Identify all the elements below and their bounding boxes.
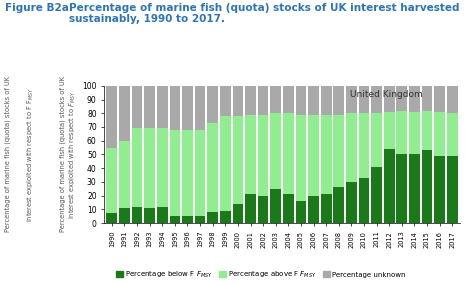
Bar <box>333 115 344 187</box>
Bar <box>359 86 369 113</box>
Bar <box>396 154 407 223</box>
Bar <box>447 113 457 156</box>
Bar <box>195 86 205 130</box>
Bar <box>359 178 369 223</box>
Bar <box>220 86 231 116</box>
Bar <box>258 86 268 115</box>
Bar <box>283 86 294 113</box>
Bar <box>409 154 420 223</box>
Bar <box>447 86 457 113</box>
Bar <box>132 206 142 223</box>
Text: Percentage of marine fish (quota) stocks of UK: Percentage of marine fish (quota) stocks… <box>5 76 11 233</box>
Bar <box>258 196 268 223</box>
Bar <box>422 150 432 223</box>
Bar <box>434 112 445 156</box>
Bar <box>170 86 180 130</box>
Bar <box>321 194 331 223</box>
Bar <box>434 86 445 112</box>
Bar <box>170 130 180 216</box>
Bar <box>207 212 218 223</box>
Bar <box>296 86 306 115</box>
Bar <box>396 86 407 110</box>
Bar <box>283 194 294 223</box>
Bar <box>346 113 357 182</box>
Bar <box>245 115 256 194</box>
Bar <box>333 86 344 115</box>
Bar <box>144 86 155 128</box>
Bar <box>270 189 281 223</box>
Bar <box>132 86 142 128</box>
Legend: Percentage below F $F_{MSY}$, Percentage above F $F_{MSY}$, Percentage unknown: Percentage below F $F_{MSY}$, Percentage… <box>113 267 409 283</box>
Bar <box>119 208 130 223</box>
Bar <box>384 149 394 223</box>
Bar <box>422 86 432 110</box>
Bar <box>371 167 382 223</box>
Bar <box>296 115 306 201</box>
Bar <box>119 141 130 208</box>
Bar <box>409 112 420 154</box>
Text: United Kingdom: United Kingdom <box>349 90 422 99</box>
Y-axis label: Percentage of marine fish (quota) stocks of UK
interest exploited with respect t: Percentage of marine fish (quota) stocks… <box>60 76 78 233</box>
Bar <box>270 113 281 189</box>
Bar <box>308 196 319 223</box>
Bar <box>195 130 205 216</box>
Bar <box>157 86 168 128</box>
Bar <box>107 148 117 213</box>
Bar <box>308 115 319 196</box>
Bar <box>157 128 168 206</box>
Bar <box>359 113 369 178</box>
Text: Percentage of marine fish (quota) stocks of UK interest harvested
sustainably, 1: Percentage of marine fish (quota) stocks… <box>69 3 459 25</box>
Bar <box>220 116 231 211</box>
Bar <box>409 86 420 112</box>
Bar <box>258 115 268 196</box>
Bar <box>233 204 243 223</box>
Bar <box>182 130 193 216</box>
Bar <box>207 86 218 123</box>
Bar <box>371 113 382 167</box>
Bar <box>384 86 394 112</box>
Bar <box>270 86 281 113</box>
Bar <box>321 86 331 115</box>
Bar <box>308 86 319 115</box>
Bar <box>182 86 193 130</box>
Bar <box>396 110 407 154</box>
Bar <box>333 187 344 223</box>
Bar <box>447 156 457 223</box>
Bar <box>107 213 117 223</box>
Bar <box>245 86 256 115</box>
Bar <box>296 201 306 223</box>
Bar <box>107 86 117 148</box>
Bar <box>371 86 382 113</box>
Bar <box>157 206 168 223</box>
Bar <box>207 123 218 212</box>
Bar <box>434 156 445 223</box>
Bar <box>321 115 331 194</box>
Bar <box>283 113 294 194</box>
Bar <box>144 208 155 223</box>
Bar <box>384 112 394 149</box>
Bar <box>170 216 180 223</box>
Bar <box>346 182 357 223</box>
Bar <box>119 86 130 141</box>
Bar <box>132 128 142 206</box>
Bar <box>245 194 256 223</box>
Bar <box>233 86 243 116</box>
Text: interest exploited with respect to F F$_{MSY}$: interest exploited with respect to F F$_… <box>26 87 36 222</box>
Text: Figure B2a.: Figure B2a. <box>5 3 73 13</box>
Bar <box>422 110 432 150</box>
Bar <box>144 128 155 208</box>
Bar <box>182 216 193 223</box>
Bar <box>346 86 357 113</box>
Bar <box>220 211 231 223</box>
Bar <box>195 216 205 223</box>
Bar <box>233 116 243 204</box>
